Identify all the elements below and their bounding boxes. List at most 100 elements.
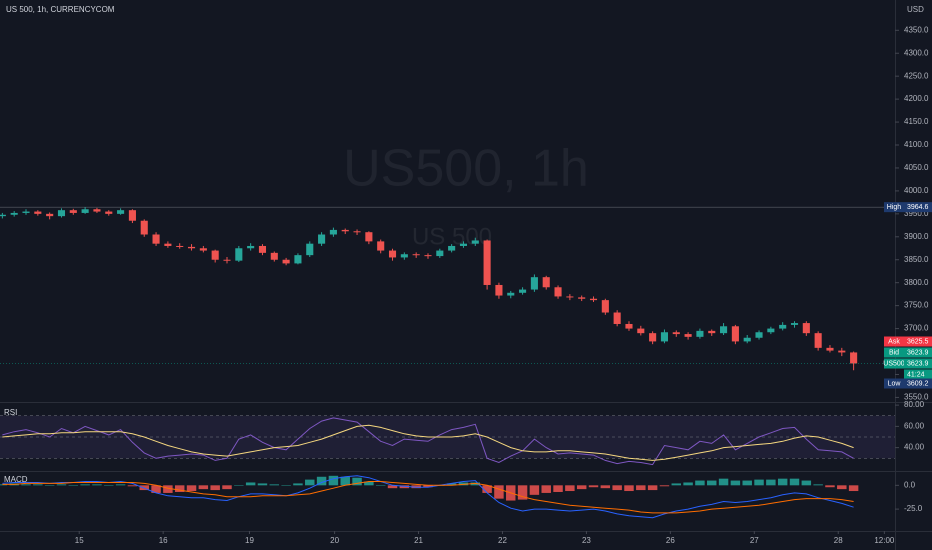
price-tag (884, 378, 904, 389)
candle-body (105, 211, 113, 214)
x-tick-label: 19 (245, 536, 254, 545)
countdown: 41:24 (907, 371, 925, 378)
macd-histogram-bar (730, 480, 741, 486)
y-tick-label: 4250.0 (904, 71, 929, 80)
macd-histogram-bar (624, 485, 634, 492)
candle-body (838, 350, 846, 353)
macd-histogram-bar (588, 485, 599, 488)
macd-histogram-bar (576, 485, 587, 490)
y-tick-label: 80.00 (904, 400, 925, 409)
price-tag-label: Ask (888, 338, 900, 345)
y-tick-label: 4200.0 (904, 94, 929, 103)
candle-body (802, 323, 810, 334)
macd-histogram-bar (517, 485, 528, 500)
candle-body (235, 248, 243, 261)
macd-histogram-bar (257, 483, 268, 486)
macd-histogram-bar (482, 485, 492, 493)
candle-body (814, 333, 822, 348)
macd-histogram-bar (541, 485, 551, 493)
indicator-line (2, 475, 854, 519)
currency: USD (907, 5, 924, 14)
macd-histogram-bar (33, 484, 43, 486)
x-tick-label: 27 (750, 536, 759, 545)
candle-body (46, 213, 54, 217)
candle-body (459, 243, 468, 246)
candle-body (779, 324, 787, 329)
candle-body (850, 352, 858, 364)
candle-body (471, 240, 479, 244)
price-tag (904, 336, 932, 347)
macd-histogram-bar (848, 485, 859, 492)
macd-histogram-bar (494, 485, 504, 499)
macd-histogram-bar (553, 485, 563, 492)
candle-body (696, 330, 704, 337)
price-tag (884, 202, 904, 213)
macd-histogram-bar (423, 485, 433, 488)
candle-body (578, 297, 586, 299)
y-tick-label: 3850.0 (904, 255, 929, 264)
macd-histogram-bar (659, 485, 670, 487)
macd-histogram-bar (174, 485, 185, 492)
candle-body (412, 254, 420, 256)
macd-histogram-bar (647, 485, 658, 491)
x-tick-label: 16 (159, 536, 168, 545)
candle-body (164, 243, 172, 246)
y-tick-label: 4000.0 (904, 186, 929, 195)
candle-body (294, 255, 302, 264)
candle-body (826, 347, 834, 351)
candle-body (424, 255, 432, 257)
candle-body (542, 277, 550, 288)
macd-histogram-bar (234, 485, 244, 486)
y-tick-label: 4100.0 (904, 140, 929, 149)
macd-histogram-bar (742, 480, 752, 486)
y-tick-label: 40.00 (904, 443, 925, 452)
macd-histogram-bar (80, 484, 90, 486)
candle-body (34, 211, 42, 214)
x-tick-label: 22 (498, 536, 507, 545)
price-tag (884, 358, 904, 369)
candle-body (140, 220, 148, 235)
candle-body (554, 287, 562, 297)
candle-body (448, 245, 456, 251)
price-tag (904, 202, 932, 213)
macd-histogram-bar (281, 485, 291, 486)
candle-body (684, 334, 692, 337)
x-tick-label: 12:00 (874, 536, 895, 545)
price-tag-value: 3623.9 (907, 349, 929, 356)
symbol-title: US 500, 1h, CURRENCYCOM (6, 5, 115, 14)
candle-body (436, 250, 444, 257)
y-tick-label: -25.0 (904, 504, 923, 513)
candle-body (790, 323, 799, 325)
macd-histogram-bar (695, 480, 705, 486)
candle-body (306, 243, 314, 256)
candle-body (743, 337, 751, 342)
macd-histogram-bar (825, 485, 835, 488)
price-tag-label: High (887, 204, 902, 211)
y-tick-label: 3800.0 (904, 278, 929, 287)
candle-body (660, 332, 668, 342)
macd-histogram-bar (707, 480, 717, 486)
macd-histogram-bar (21, 484, 31, 486)
y-tick-label: 3700.0 (904, 324, 929, 333)
y-tick-label: 3900.0 (904, 232, 929, 241)
macd-histogram-bar (305, 479, 315, 486)
price-tag-value: 3623.9 (907, 360, 929, 367)
candle-body (672, 332, 680, 335)
candle-body (128, 210, 136, 221)
macd-histogram-bar (813, 484, 823, 486)
candle-body (282, 259, 290, 264)
macd-histogram-bar (754, 479, 764, 486)
candle-body (211, 250, 219, 260)
x-tick-label: 21 (414, 536, 423, 545)
price-tag-value: 3625.5 (907, 338, 929, 345)
pane-title: RSI (4, 408, 17, 417)
x-tick-label: 23 (582, 536, 591, 545)
y-tick-label: 3550.0 (904, 393, 929, 402)
candle-body (81, 209, 89, 213)
macd-histogram-bar (163, 485, 173, 493)
candle-body (483, 240, 491, 285)
candle-body (377, 241, 385, 251)
y-tick-label: 3750.0 (904, 301, 929, 310)
macd-histogram-bar (245, 482, 256, 486)
y-tick-label: 60.00 (904, 421, 925, 430)
